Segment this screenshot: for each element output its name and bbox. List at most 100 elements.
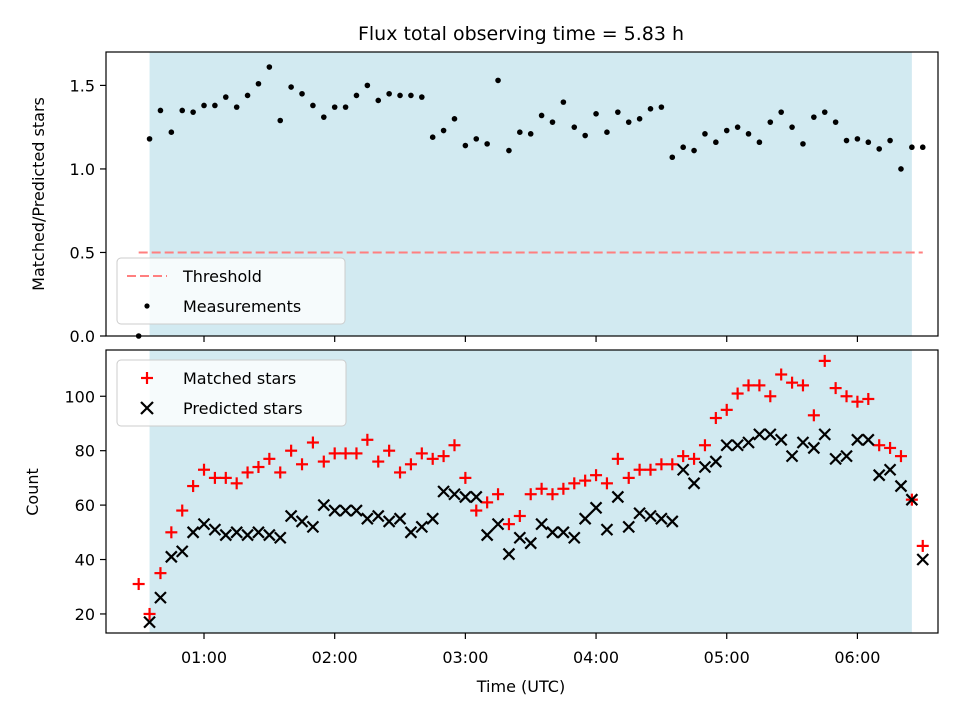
threshold-legend-label: Threshold bbox=[182, 267, 262, 286]
predicted-star-point bbox=[851, 433, 864, 447]
matched-star-point bbox=[535, 482, 548, 495]
bottom-legend-box bbox=[116, 359, 347, 427]
matched-star-point bbox=[317, 455, 330, 468]
measurement-point bbox=[832, 119, 839, 125]
matched-star-point bbox=[230, 477, 243, 490]
matched-star-point bbox=[698, 439, 711, 452]
predicted-star-point bbox=[241, 528, 254, 542]
matched-star-point bbox=[568, 477, 581, 490]
matched-star-point bbox=[873, 439, 886, 452]
predicted-star-point bbox=[219, 528, 233, 542]
predicted-star-point bbox=[273, 531, 287, 545]
matched-star-point bbox=[219, 471, 232, 484]
matched-legend-label: Matched stars bbox=[183, 369, 296, 388]
matched-star-point bbox=[753, 379, 766, 392]
top-y-axis-title: Matched/Predicted stars bbox=[29, 97, 48, 291]
matched-star-point bbox=[579, 474, 592, 487]
bottom-y-axis: 20 40 60 80 100 bbox=[64, 387, 106, 624]
measurement-point bbox=[756, 139, 763, 146]
predicted-star-point bbox=[676, 463, 690, 477]
measurement-point bbox=[310, 102, 316, 109]
matched-star-point bbox=[786, 376, 799, 389]
matched-star-point bbox=[274, 466, 287, 479]
measurement-point bbox=[582, 132, 588, 139]
predicted-star-point bbox=[818, 428, 832, 441]
top-y-tick-label: 0.0 bbox=[70, 327, 95, 346]
matched-star-point bbox=[840, 390, 853, 403]
predicted-star-point bbox=[742, 436, 755, 449]
x-tick-label: 04:00 bbox=[573, 648, 619, 667]
measurement-point bbox=[843, 137, 850, 144]
measurement-point bbox=[375, 97, 382, 104]
predicted-legend-swatch bbox=[140, 401, 154, 415]
predicted-star-point bbox=[829, 452, 842, 466]
measurement-point bbox=[506, 147, 512, 154]
predicted-star-point bbox=[175, 545, 189, 558]
bottom-y-tick-label: 60 bbox=[75, 496, 95, 515]
measurement-point bbox=[255, 80, 262, 87]
matched-star-point bbox=[677, 450, 690, 463]
predicted-star-point bbox=[491, 517, 505, 531]
predicted-star-point bbox=[764, 428, 777, 441]
matched-stars-points bbox=[132, 354, 929, 620]
predicted-star-point bbox=[535, 517, 548, 531]
measurement-point bbox=[321, 114, 327, 120]
measurement-point bbox=[484, 141, 490, 147]
measurement-point bbox=[429, 134, 436, 140]
predicted-star-point bbox=[154, 591, 167, 604]
predicted-star-point bbox=[295, 515, 309, 528]
matched-star-point bbox=[165, 526, 178, 539]
measurement-point bbox=[440, 127, 447, 134]
measurement-point bbox=[331, 104, 338, 110]
top-plot-frame bbox=[105, 51, 939, 337]
matched-star-point bbox=[252, 461, 265, 474]
matched-star-point bbox=[644, 463, 657, 476]
measurement-point bbox=[560, 99, 567, 105]
predicted-star-point bbox=[796, 436, 810, 449]
predicted-star-point bbox=[513, 531, 527, 545]
matched-star-point bbox=[426, 452, 439, 465]
predicted-star-point bbox=[252, 526, 265, 539]
matched-star-point bbox=[372, 455, 385, 468]
measurement-point bbox=[364, 82, 371, 89]
measurement-point bbox=[669, 154, 676, 161]
measurement-point bbox=[821, 109, 828, 115]
measurement-point bbox=[909, 144, 915, 151]
measurement-point bbox=[723, 127, 730, 134]
measurement-point bbox=[397, 92, 403, 99]
predicted-star-point bbox=[731, 438, 744, 452]
predicted-star-point bbox=[785, 449, 799, 463]
measurement-point bbox=[190, 109, 196, 115]
measurement-point bbox=[778, 109, 784, 115]
predicted-star-point bbox=[469, 490, 483, 504]
measurement-point bbox=[244, 92, 251, 99]
matched-star-point bbox=[339, 447, 352, 460]
predicted-star-point bbox=[361, 512, 374, 525]
top-panel: 0.0 0.5 1.0 1.5 Matched/Predicted stars Thr… bbox=[29, 51, 939, 346]
measurement-point bbox=[201, 102, 207, 109]
matched-star-point bbox=[622, 471, 635, 484]
predicted-star-point bbox=[415, 520, 429, 534]
measurement-point bbox=[593, 111, 599, 117]
matched-star-point bbox=[437, 450, 450, 463]
matched-star-point bbox=[611, 452, 624, 465]
predicted-star-point bbox=[698, 460, 712, 474]
predicted-star-point bbox=[807, 441, 821, 455]
measurements-legend-label: Measurements bbox=[183, 297, 301, 316]
predicted-star-point bbox=[186, 526, 200, 539]
predicted-star-point bbox=[382, 515, 396, 528]
predicted-star-point bbox=[524, 536, 537, 550]
matched-star-point bbox=[296, 458, 309, 471]
matched-star-point bbox=[448, 439, 461, 452]
matched-star-point bbox=[241, 466, 254, 479]
predicted-star-point bbox=[589, 501, 603, 515]
matched-star-point bbox=[470, 504, 483, 517]
matched-star-point bbox=[655, 458, 668, 471]
matched-star-point bbox=[851, 395, 864, 408]
measurement-point bbox=[625, 119, 632, 125]
measurement-point bbox=[266, 64, 273, 70]
matched-star-point bbox=[862, 392, 875, 405]
matched-star-point bbox=[633, 463, 646, 476]
matched-star-point bbox=[894, 450, 907, 463]
